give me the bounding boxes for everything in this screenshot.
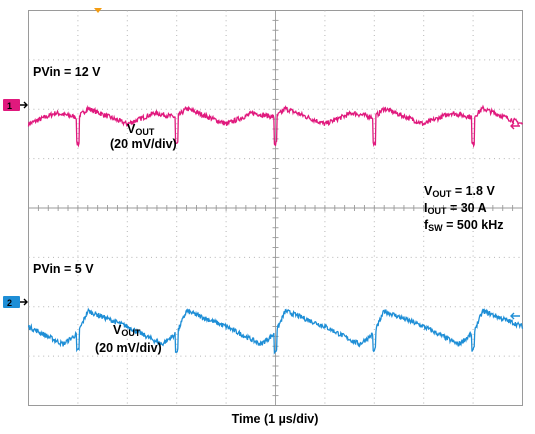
channel-1-marker-label: 1: [7, 101, 12, 111]
channel-1-reference-arrow-icon: [510, 122, 520, 130]
series-1-trace-label: VOUT: [127, 122, 155, 137]
channel-1-arrow-icon: [20, 101, 28, 109]
channel-1-marker: 1: [3, 99, 28, 111]
condition-vout: VOUT = 1.8 V: [424, 184, 495, 199]
condition-fsw: fSW = 500 kHz: [424, 218, 503, 233]
series-1-trace: [27, 104, 524, 149]
channel-2-marker: 2: [3, 296, 28, 308]
channel-2-marker-label: 2: [7, 298, 12, 308]
channel-2-reference-arrow-icon: [510, 312, 520, 320]
condition-iout: IOUT = 30 A: [424, 201, 487, 216]
series-2-trace: [27, 307, 524, 355]
series-2-trace-label: VOUT: [113, 323, 141, 338]
series-1-scale-label: (20 mV/div): [110, 137, 177, 151]
series-2-label: PVin = 5 V: [33, 262, 94, 276]
channel-2-arrow-icon: [20, 298, 28, 306]
traces: [27, 104, 524, 355]
x-axis-label: Time (1 µs/div): [232, 412, 319, 426]
series-2-scale-label: (20 mV/div): [95, 341, 162, 355]
trigger-marker-icon: [94, 8, 102, 13]
series-1-label: PVin = 12 V: [33, 65, 101, 79]
grid: [28, 10, 523, 406]
